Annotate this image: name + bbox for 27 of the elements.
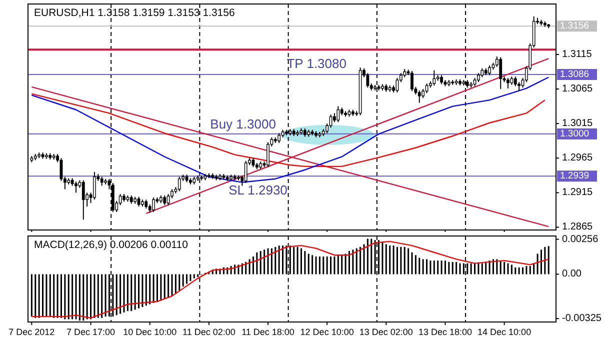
y-tick-label: 1.3065: [562, 84, 594, 95]
y-tick-label: 1.2915: [562, 187, 594, 198]
x-tick-label: 7 Dec 2012: [8, 327, 55, 337]
x-tick-label: 13 Dec 02:00: [359, 327, 413, 337]
x-tick-label: 13 Dec 18:00: [418, 327, 472, 337]
y-tick-label: 1.3115: [562, 48, 592, 60]
ref-line-label: 1.3156: [560, 20, 590, 32]
chart-title: MACD(12,26,9) 0.00206 0.00110: [34, 239, 188, 251]
y-tick-label: 0.00: [562, 268, 582, 280]
chart-title: EURUSD,H1 1.3158 1.3159 1.3153 1.3156: [34, 7, 235, 19]
annotation: Buy 1.3000: [210, 116, 276, 132]
x-tick-label: 12 Dec 10:00: [300, 327, 354, 337]
ref-line-label: 1.3086: [560, 68, 590, 80]
y-tick-label: -0.00325: [562, 313, 602, 324]
y-tick-label: 1.2965: [562, 152, 594, 164]
x-tick-label: 14 Dec 10:00: [478, 327, 532, 337]
x-tick-label: 11 Dec 18:00: [242, 327, 294, 337]
x-tick-label: 11 Dec 02:00: [182, 327, 236, 337]
x-tick-label: 7 Dec 17:00: [66, 327, 116, 337]
y-tick-label: 1.3015: [562, 118, 594, 130]
ref-line-label: 1.3000: [560, 128, 590, 140]
y-tick-label: 1.2865: [562, 222, 594, 233]
x-tick-label: 10 Dec 10:00: [123, 327, 177, 337]
annotation: SL 1.2930: [228, 182, 288, 198]
y-tick-label: 0.00256: [562, 234, 599, 245]
annotation: TP 1.3080: [286, 56, 346, 71]
ref-line-label: 1.2939: [560, 170, 590, 182]
